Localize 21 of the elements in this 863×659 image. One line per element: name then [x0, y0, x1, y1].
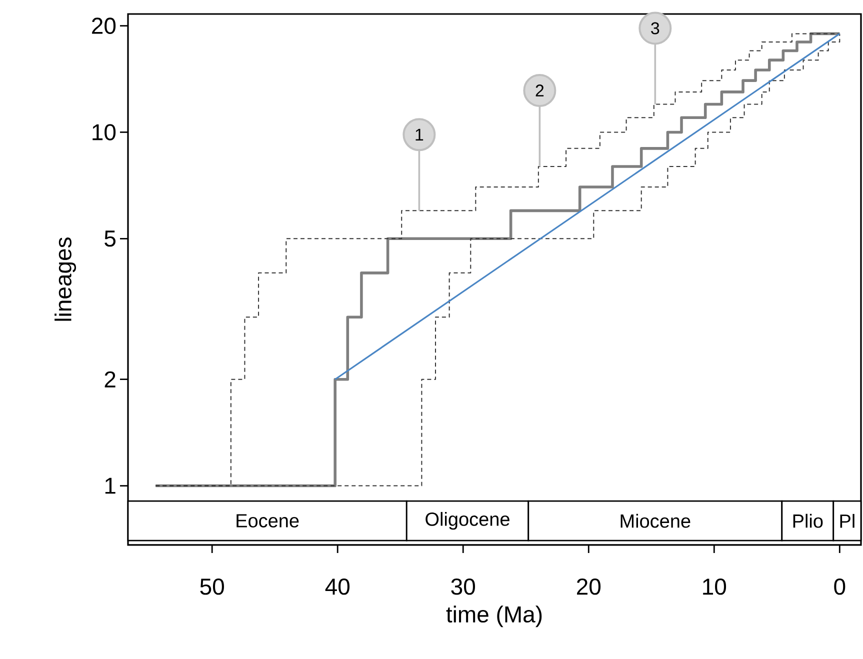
annotation: 2: [536, 84, 544, 96]
x-tick-label: 50: [200, 578, 224, 595]
x-tick-label: 20: [576, 578, 601, 595]
x-tick-label: 40: [325, 578, 350, 595]
annotation: 3: [651, 22, 660, 34]
band-label: Plio: [793, 514, 823, 528]
band-label: Pl: [840, 514, 854, 528]
y-tick-label: 10: [92, 124, 116, 140]
x-tick-label: 0: [834, 578, 846, 595]
y-axis-title: lineages: [54, 238, 76, 321]
y-tick-label: 20: [92, 18, 116, 34]
y-tick-label: 1: [105, 478, 116, 494]
x-tick-label: 30: [451, 578, 476, 595]
band-label: Miocene: [620, 514, 690, 528]
band-label: Oligocene: [426, 512, 510, 530]
x-tick-label: 10: [703, 578, 726, 595]
y-tick-label: 5: [104, 230, 116, 247]
band-label: Eocene: [236, 514, 299, 528]
x-axis-title: time (Ma): [446, 606, 542, 628]
annotation: 1: [416, 128, 424, 141]
y-tick-label: 2: [104, 371, 116, 388]
